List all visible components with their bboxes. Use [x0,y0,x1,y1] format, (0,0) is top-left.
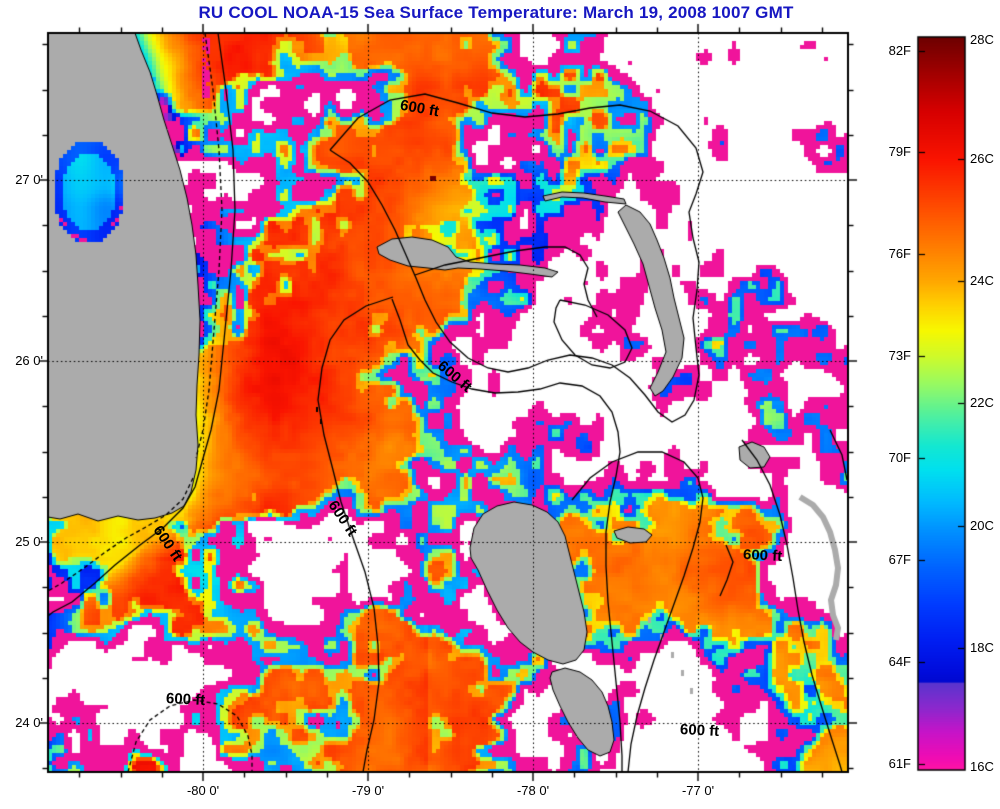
colorbar-celsius-label-5: 18C [970,640,994,655]
lat-tick-label-3: 24 0' [15,715,43,730]
depth-contour-label-4: 600 ft [165,689,206,710]
colorbar-celsius-label-3: 22C [970,395,994,410]
colorbar-celsius-label-2: 24C [970,273,994,288]
colorbar-fahrenheit-label-1: 79F [888,144,911,159]
lon-tick-label-3: -77 0' [681,783,715,798]
colorbar-fahrenheit-label-4: 70F [888,450,911,465]
colorbar-celsius-label-1: 26C [970,151,994,166]
lon-tick-label-0: -80 0' [186,783,220,798]
page-title: RU COOL NOAA-15 Sea Surface Temperature:… [198,3,794,22]
lon-tick-label-1: -79 0' [351,783,385,798]
colorbar-fahrenheit-label-6: 64F [888,654,911,669]
colorbar-fahrenheit-label-3: 73F [888,348,911,363]
depth-contour-label-6: 600 ft [742,545,783,566]
colorbar-fahrenheit-label-5: 67F [888,552,911,567]
colorbar-celsius-label-0: 28C [970,32,994,47]
colorbar-celsius-label-4: 20C [970,518,994,533]
colorbar-fahrenheit-label-0: 82F [888,43,911,58]
colorbar-fahrenheit-label-7: 61F [888,756,911,771]
depth-contour-label-5: 600 ft [679,720,720,741]
lon-tick-label-2: -78 0' [516,783,550,798]
lat-tick-label-1: 26 0' [15,353,43,368]
colorbar-fahrenheit-label-2: 76F [888,246,911,261]
lat-tick-label-0: 27 0' [15,172,43,187]
lat-tick-label-2: 25 0' [15,534,43,549]
colorbar-celsius-label-6: 16C [970,759,994,774]
